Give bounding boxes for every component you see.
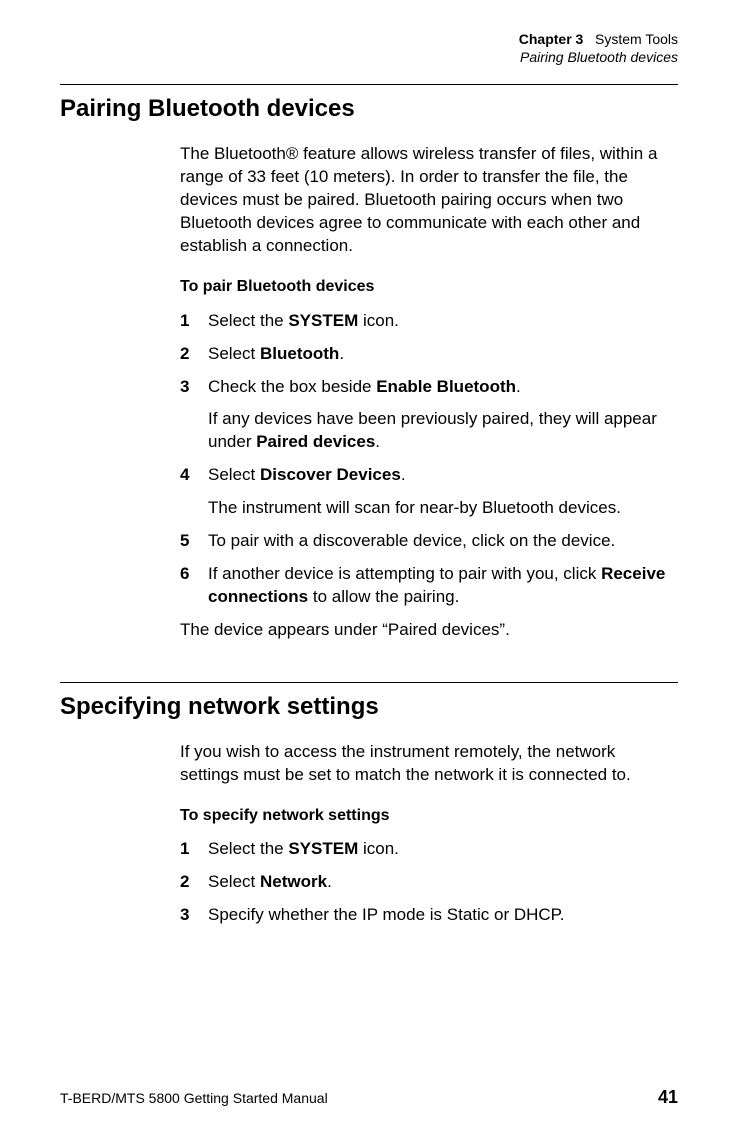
- s2step1-bold: SYSTEM: [288, 839, 358, 858]
- step4-bold: Discover Devices: [260, 465, 401, 484]
- section2-step-1: 1 Select the SYSTEM icon.: [180, 838, 678, 861]
- step-number: 1: [180, 838, 208, 861]
- step3-bold: Enable Bluetooth: [376, 377, 516, 396]
- s2step2-post: .: [327, 872, 332, 891]
- section1-body: The Bluetooth® feature allows wireless t…: [180, 143, 678, 642]
- section2-intro: If you wish to access the instrument rem…: [180, 741, 678, 787]
- step4-post: .: [401, 465, 406, 484]
- chapter-label: Chapter 3: [519, 31, 584, 47]
- step3-pre: Check the box beside: [208, 377, 376, 396]
- section2-step-3: 3 Specify whether the IP mode is Static …: [180, 904, 678, 927]
- footer-manual-title: T-BERD/MTS 5800 Getting Started Manual: [60, 1090, 328, 1106]
- step-text: Select Bluetooth.: [208, 343, 678, 366]
- step6-pre: If another device is attempting to pair …: [208, 564, 601, 583]
- step3-sub-post: .: [375, 432, 380, 451]
- chapter-title: [587, 31, 595, 47]
- s2step2-pre: Select: [208, 872, 260, 891]
- page-footer: T-BERD/MTS 5800 Getting Started Manual 4…: [60, 1087, 678, 1108]
- step2-post: .: [339, 344, 344, 363]
- step2-pre: Select: [208, 344, 260, 363]
- s2step2-bold: Network: [260, 872, 327, 891]
- top-rule: [60, 84, 678, 85]
- section1-closing: The device appears under “Paired devices…: [180, 619, 678, 642]
- section1-step-2: 2 Select Bluetooth.: [180, 343, 678, 366]
- section1-procedure-title: To pair Bluetooth devices: [180, 276, 678, 298]
- section1-step-4: 4 Select Discover Devices.: [180, 464, 678, 487]
- step-number: 4: [180, 464, 208, 487]
- footer-page-number: 41: [658, 1087, 678, 1108]
- section1-step-6: 6 If another device is attempting to pai…: [180, 563, 678, 609]
- section1-intro: The Bluetooth® feature allows wireless t…: [180, 143, 678, 258]
- step6-post: to allow the pairing.: [308, 587, 459, 606]
- section2-heading: Specifying network settings: [60, 693, 678, 721]
- header-chapter-line: Chapter 3 System Tools: [60, 30, 678, 48]
- page: Chapter 3 System Tools Pairing Bluetooth…: [0, 0, 738, 1138]
- section1-step-3: 3 Check the box beside Enable Bluetooth.: [180, 376, 678, 399]
- section1-step-1: 1 Select the SYSTEM icon.: [180, 310, 678, 333]
- chapter-title-text: System Tools: [595, 31, 678, 47]
- mid-rule: [60, 682, 678, 683]
- step1-post: icon.: [358, 311, 399, 330]
- step-number: 3: [180, 376, 208, 399]
- step2-bold: Bluetooth: [260, 344, 339, 363]
- step-text: Check the box beside Enable Bluetooth.: [208, 376, 678, 399]
- section1-heading: Pairing Bluetooth devices: [60, 95, 678, 123]
- step-number: 1: [180, 310, 208, 333]
- s2step1-post: icon.: [358, 839, 399, 858]
- section2-step-2: 2 Select Network.: [180, 871, 678, 894]
- section1-step-4-sub: The instrument will scan for near-by Blu…: [208, 497, 678, 520]
- step-number: 5: [180, 530, 208, 553]
- step-text: Select the SYSTEM icon.: [208, 310, 678, 333]
- step-text: To pair with a discoverable device, clic…: [208, 530, 678, 553]
- step3-sub-bold: Paired devices: [256, 432, 375, 451]
- running-header: Chapter 3 System Tools Pairing Bluetooth…: [60, 30, 678, 66]
- step-number: 6: [180, 563, 208, 609]
- step1-bold: SYSTEM: [288, 311, 358, 330]
- step-text: Select Discover Devices.: [208, 464, 678, 487]
- step-number: 2: [180, 343, 208, 366]
- step-text: Select the SYSTEM icon.: [208, 838, 678, 861]
- step-number: 2: [180, 871, 208, 894]
- section2-procedure-title: To specify network settings: [180, 805, 678, 827]
- step-number: 3: [180, 904, 208, 927]
- step-text: Select Network.: [208, 871, 678, 894]
- section1-step-3-sub: If any devices have been previously pair…: [208, 408, 678, 454]
- step-text: If another device is attempting to pair …: [208, 563, 678, 609]
- step1-pre: Select the: [208, 311, 288, 330]
- s2step1-pre: Select the: [208, 839, 288, 858]
- step4-pre: Select: [208, 465, 260, 484]
- section2-body: If you wish to access the instrument rem…: [180, 741, 678, 927]
- step-text: Specify whether the IP mode is Static or…: [208, 904, 678, 927]
- header-section-line: Pairing Bluetooth devices: [60, 48, 678, 66]
- step3-post: .: [516, 377, 521, 396]
- section1-step-5: 5 To pair with a discoverable device, cl…: [180, 530, 678, 553]
